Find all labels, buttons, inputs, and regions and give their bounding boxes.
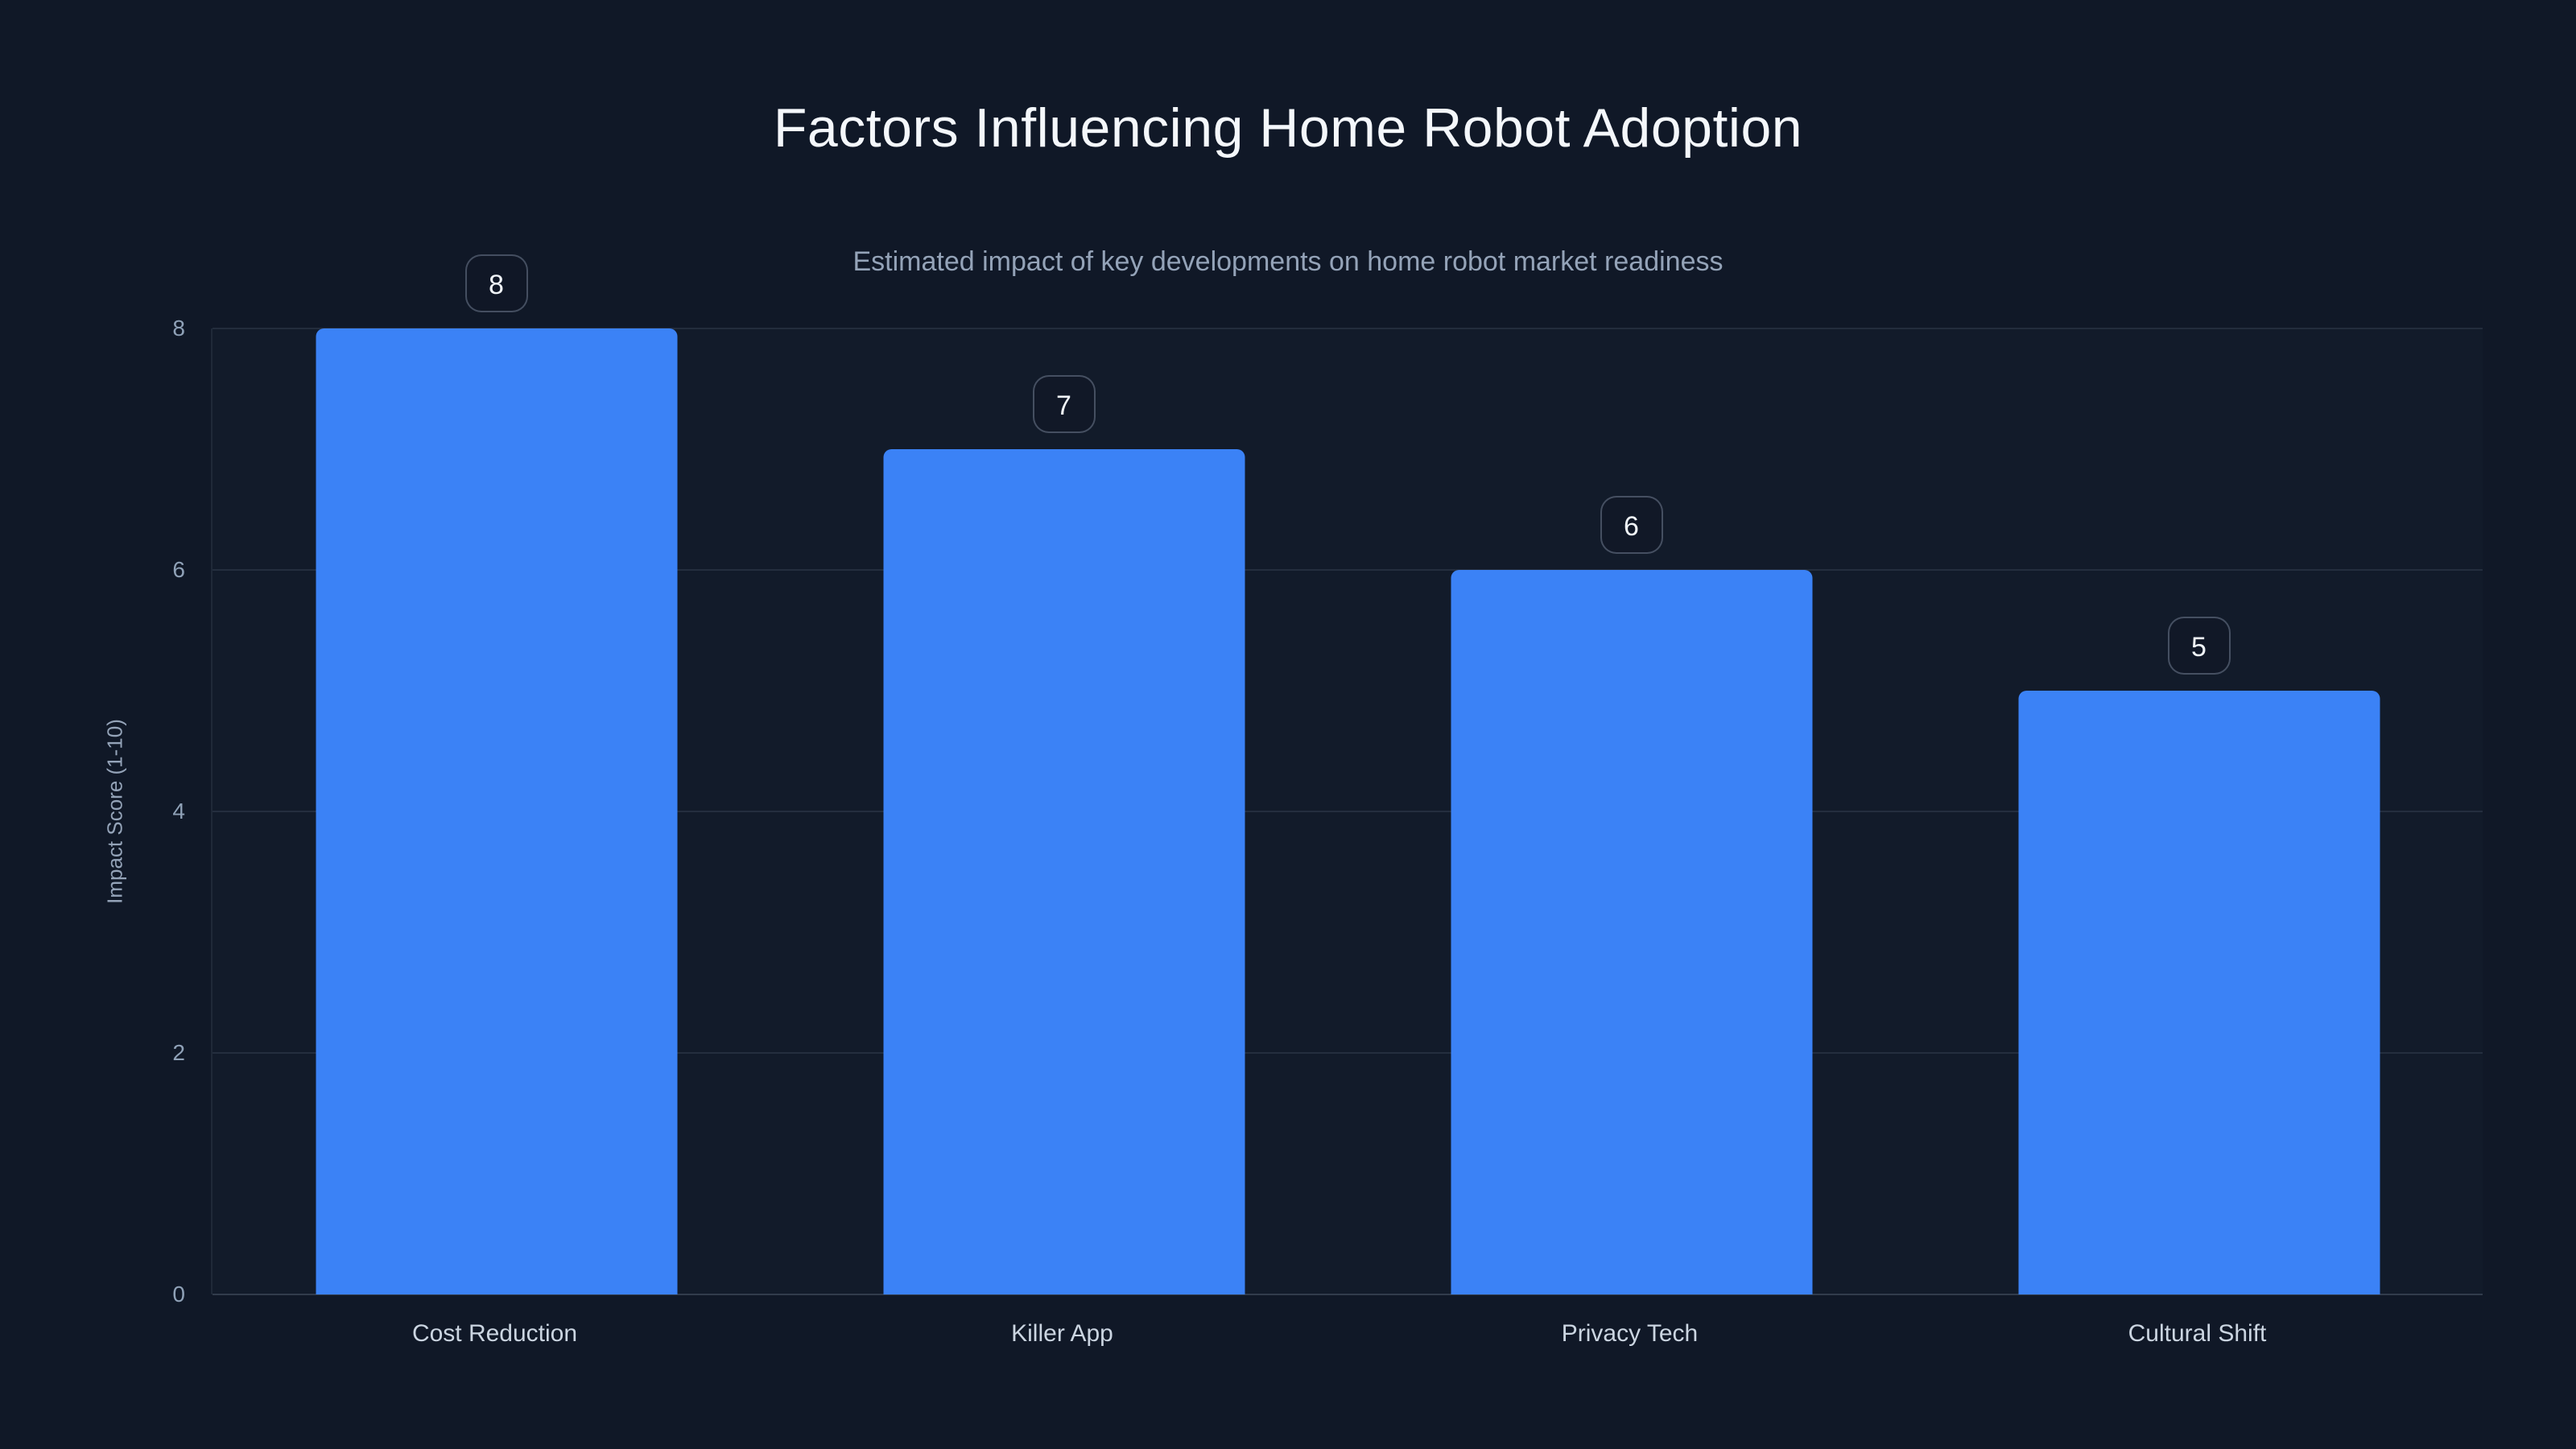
y-tick-label-8: 8	[172, 316, 185, 341]
bar-0	[316, 328, 677, 1294]
gridline-2	[213, 1052, 2483, 1054]
value-badge-3: 5	[2167, 617, 2231, 675]
bar-2	[1451, 570, 1812, 1294]
gridline-0	[213, 1294, 2483, 1295]
bar-group-1: 7	[780, 328, 1348, 1294]
x-category-label-2: Privacy Tech	[1561, 1320, 1699, 1347]
gridline-8	[213, 328, 2483, 329]
bar-1	[883, 449, 1245, 1294]
plot-area: 8 7 6 5	[211, 254, 2483, 1295]
bar-3	[2018, 691, 2380, 1294]
gridline-4	[213, 811, 2483, 812]
gridline-6	[213, 569, 2483, 571]
value-badge-2: 6	[1600, 496, 1663, 554]
y-tick-label-2: 2	[172, 1040, 185, 1065]
y-tick-label-0: 0	[172, 1282, 185, 1307]
y-tick-label-4: 4	[172, 799, 185, 824]
y-tick-label-6: 6	[172, 557, 185, 582]
chart-title: Factors Influencing Home Robot Adoption	[773, 97, 1803, 159]
bar-group-2: 6	[1348, 328, 1915, 1294]
value-badge-1: 7	[1032, 375, 1096, 433]
bar-group-0: 8	[213, 254, 780, 1294]
x-category-label-0: Cost Reduction	[411, 1320, 578, 1347]
value-badge-0: 8	[464, 254, 528, 312]
bar-group-3: 5	[1915, 328, 2483, 1294]
x-category-label-1: Killer App	[1011, 1320, 1113, 1347]
x-category-label-3: Cultural Shift	[2128, 1320, 2267, 1347]
chart-subtitle: Estimated impact of key developments on …	[852, 246, 1724, 277]
